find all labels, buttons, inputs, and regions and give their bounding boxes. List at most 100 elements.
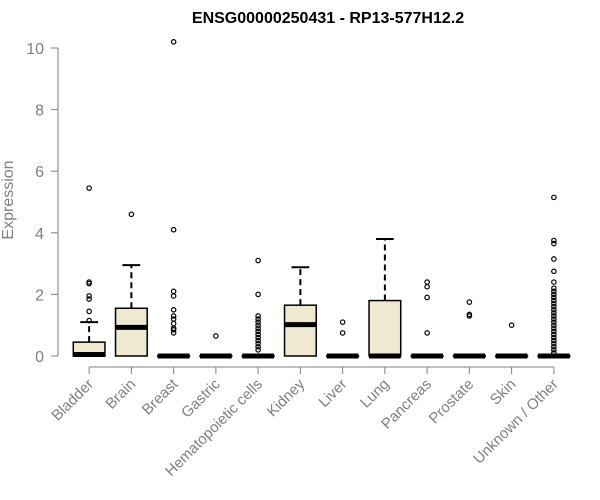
outlier-point — [551, 319, 557, 325]
outlier-point — [551, 306, 557, 313]
y-tick-label: 2 — [35, 287, 44, 304]
outlier-point — [255, 328, 261, 335]
x-tick-label: Skin — [487, 376, 520, 409]
outlier-point — [424, 279, 430, 285]
y-tick-label: 6 — [35, 164, 44, 181]
outlier-point — [551, 303, 557, 310]
x-tick-label: Liver — [315, 376, 350, 411]
outlier-point — [551, 310, 557, 316]
outlier-point — [551, 256, 557, 262]
outlier-point — [255, 337, 261, 344]
x-tick-label: Breast — [139, 375, 182, 418]
outlier-point — [255, 322, 261, 329]
outlier-point — [466, 313, 473, 319]
outlier-point — [255, 343, 261, 350]
outlier-point — [170, 288, 177, 295]
box-iqr — [368, 299, 402, 357]
outlier-point — [424, 283, 430, 290]
y-axis-label: Expression — [0, 160, 17, 239]
outlier-point — [170, 306, 177, 313]
outlier-point — [508, 322, 515, 329]
y-tick-label: 10 — [26, 41, 44, 58]
box-iqr — [283, 304, 317, 357]
box-group — [241, 257, 275, 359]
outlier-point — [551, 331, 557, 338]
x-tick-label: Kidney — [264, 375, 309, 420]
outlier-point — [551, 343, 557, 350]
outlier-point — [128, 211, 135, 218]
box-group — [114, 211, 148, 357]
box-group — [410, 279, 444, 359]
outlier-point — [551, 334, 557, 341]
box-iqr — [114, 307, 148, 357]
x-tick-label: Bladder — [48, 376, 97, 425]
outlier-point — [551, 194, 557, 201]
outlier-point — [86, 293, 92, 299]
outlier-point — [255, 291, 261, 298]
outlier-point — [255, 257, 261, 264]
outlier-point — [170, 39, 177, 45]
y-axis: 0 2 4 6 8 10 — [26, 41, 59, 366]
outlier-point — [170, 293, 177, 299]
outlier-point — [170, 313, 177, 319]
outlier-point — [551, 337, 557, 344]
outlier-point — [255, 316, 261, 322]
outlier-point — [86, 308, 92, 315]
outlier-point — [551, 285, 557, 292]
outlier-point — [86, 280, 92, 287]
outlier-point — [551, 325, 557, 332]
outlier-point — [86, 296, 92, 302]
outlier-point — [170, 320, 177, 327]
outlier-point — [551, 313, 557, 319]
outlier-point — [551, 347, 557, 353]
outlier-point — [466, 299, 473, 305]
box-group — [368, 237, 402, 359]
box-group — [326, 319, 360, 359]
outlier-point — [213, 333, 219, 339]
outlier-point — [86, 185, 92, 191]
outlier-point — [339, 330, 346, 336]
outlier-point — [551, 322, 557, 329]
outlier-point — [551, 328, 557, 335]
box-group — [72, 185, 106, 357]
y-tick-label: 8 — [35, 103, 44, 120]
x-tick-label: Lung — [357, 376, 393, 412]
outlier-point — [551, 237, 557, 244]
outlier-point — [424, 330, 430, 336]
box-group — [283, 266, 317, 357]
outlier-point — [255, 313, 261, 319]
outlier-point — [551, 279, 557, 285]
box-group — [199, 333, 233, 359]
outlier-point — [551, 340, 557, 347]
outlier-point — [551, 240, 557, 247]
outlier-point — [551, 350, 557, 356]
outlier-point — [551, 268, 557, 275]
outlier-point — [255, 325, 261, 332]
chart-title: ENSG00000250431 - RP13-577H12.2 — [192, 10, 464, 27]
outlier-point — [86, 317, 92, 324]
x-tick-label: Prostate — [426, 376, 478, 428]
outlier-point — [551, 294, 557, 301]
box-group — [537, 194, 571, 359]
outlier-point — [551, 297, 557, 304]
x-tick-label: Brain — [102, 376, 139, 413]
outlier-point — [170, 316, 177, 322]
outlier-point — [255, 331, 261, 338]
outlier-point — [339, 319, 346, 325]
box-group — [452, 299, 486, 359]
outlier-point — [424, 294, 430, 301]
outlier-point — [551, 291, 557, 298]
outlier-point — [255, 319, 261, 325]
outlier-point — [170, 330, 177, 336]
outlier-point — [255, 334, 261, 341]
outlier-point — [551, 300, 557, 307]
outlier-point — [255, 340, 261, 347]
outlier-point — [551, 316, 557, 322]
y-tick-label: 4 — [35, 226, 44, 243]
outlier-point — [255, 347, 261, 353]
outlier-point — [551, 288, 557, 295]
outlier-point — [170, 327, 177, 333]
outlier-point — [170, 226, 177, 233]
